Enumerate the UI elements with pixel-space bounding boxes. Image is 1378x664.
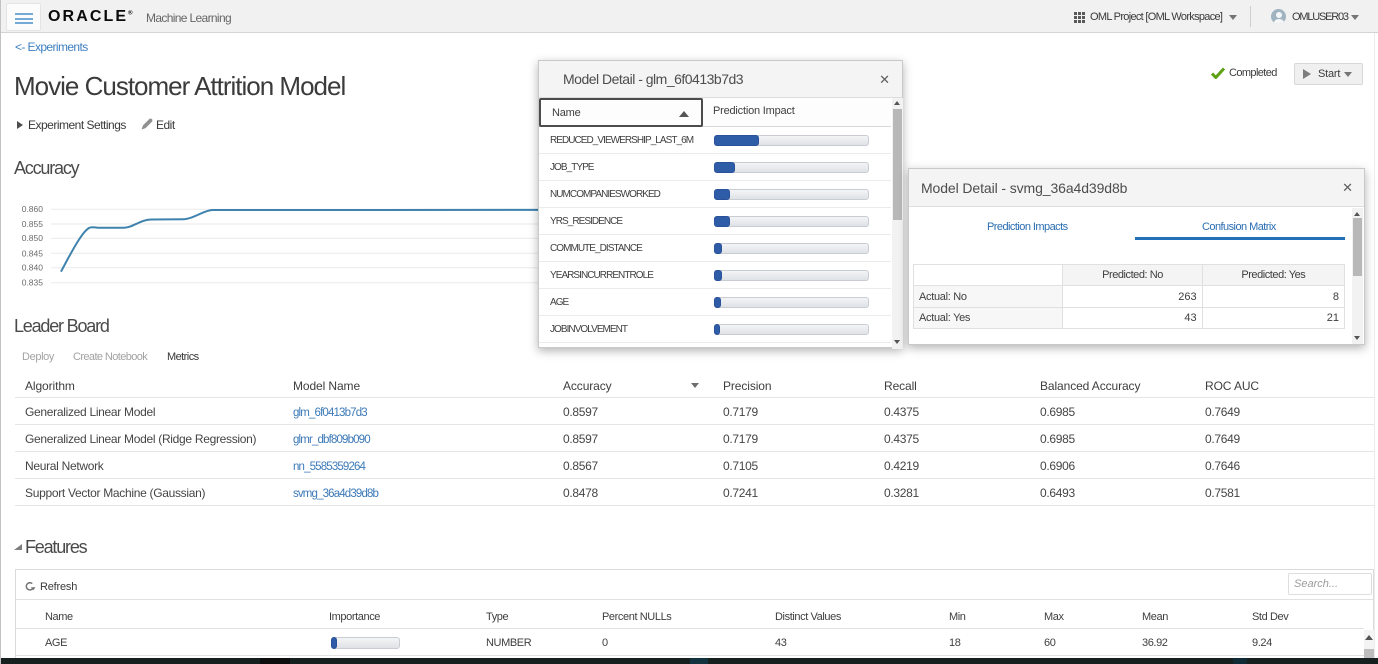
svg-text:0.860: 0.860 [22, 204, 44, 214]
svg-text:0.840: 0.840 [22, 263, 44, 273]
svg-text:0.845: 0.845 [22, 248, 44, 258]
svg-text:0.850: 0.850 [22, 233, 44, 243]
svg-text:0.835: 0.835 [22, 278, 44, 288]
svg-text:0.855: 0.855 [22, 219, 44, 229]
